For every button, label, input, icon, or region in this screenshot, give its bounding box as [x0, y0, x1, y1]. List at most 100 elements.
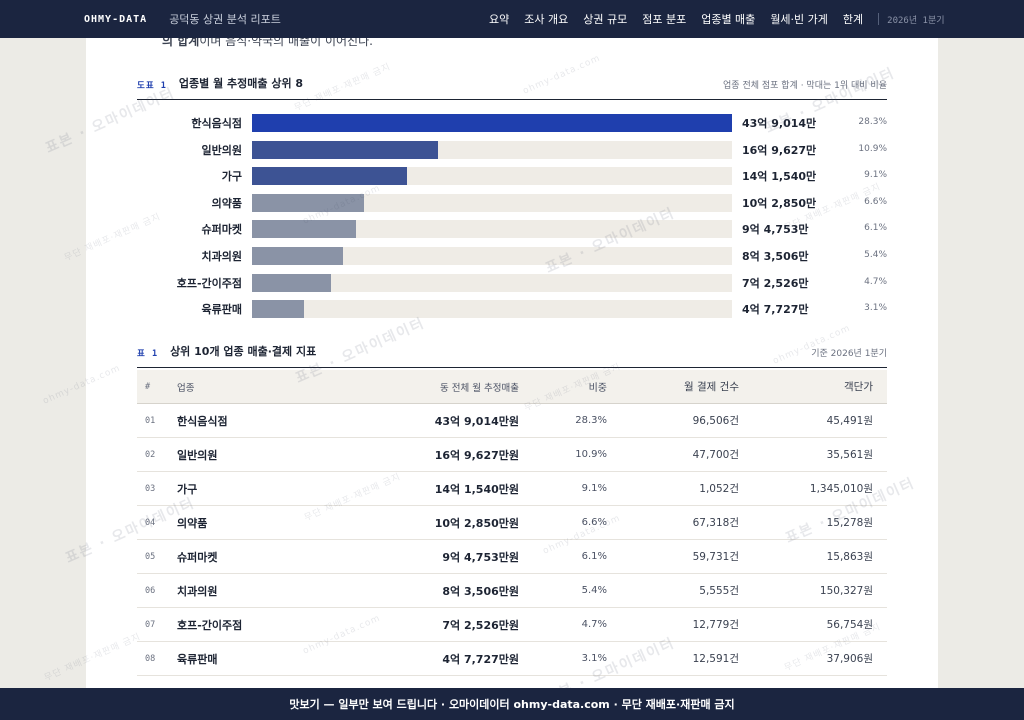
bar-fill: [252, 114, 732, 132]
row-rank: 08: [145, 653, 156, 664]
period-label: 2026년 1분기: [887, 15, 945, 26]
bar-label: 의약품: [211, 196, 242, 210]
bar-track: [252, 273, 732, 292]
bar-value: 43억 9,014만: [742, 117, 817, 130]
bar-label: 가구: [221, 170, 242, 184]
row-rank: 04: [145, 517, 156, 528]
bar-fill: [252, 220, 356, 239]
bar-value: 4억 7,727만: [742, 303, 809, 317]
bar-share: 6.1%: [864, 223, 887, 234]
row-count: 12,779건: [692, 619, 739, 631]
top-navigation-bar: OHMY-DATA 공덕동 상권 분석 리포트 요약 조사 개요 상권 규모 점…: [0, 0, 1024, 38]
bar-share: 9.1%: [864, 170, 887, 181]
row-count: 5,555건: [699, 585, 739, 597]
row-share: 5.4%: [581, 585, 607, 596]
bar-value: 7억 2,526만: [742, 276, 809, 290]
row-count: 96,506건: [692, 415, 739, 427]
bar-value: 8억 3,506만: [742, 250, 809, 263]
nav-divider: [878, 13, 880, 25]
row-share: 3.1%: [581, 653, 607, 664]
row-avg-price: 35,561원: [826, 449, 873, 461]
bar-row: 한식음식점 43억 9,014만 28.3%: [137, 114, 887, 132]
bar-share: 10.9%: [858, 143, 887, 154]
nav-item-survey-overview[interactable]: 조사 개요: [524, 13, 569, 26]
nav-item-market-size[interactable]: 상권 규모: [583, 13, 628, 26]
row-industry: 의약품: [177, 516, 208, 530]
table-row: 07 호프-간이주점 7억 2,526만원 4.7% 12,779건 56,754원: [137, 608, 887, 642]
row-industry: 한식음식점: [177, 414, 228, 428]
row-industry: 육류판매: [177, 652, 218, 666]
bar-track: [252, 140, 732, 159]
row-sales: 4억 7,727만원: [442, 652, 519, 666]
table-body: 01 한식음식점 43억 9,014만원 28.3% 96,506건 45,491원 02 일…: [137, 404, 887, 676]
row-sales: 9억 4,753만원: [442, 550, 519, 564]
row-avg-price: 37,906원: [826, 653, 873, 665]
row-sales: 16억 9,627만원: [434, 448, 519, 462]
nav-item-limitations[interactable]: 한계: [842, 13, 864, 26]
row-count: 12,591건: [692, 653, 739, 665]
table-row: 01 한식음식점 43억 9,014만원 28.3% 96,506건 45,491원: [137, 404, 887, 438]
row-sales: 10억 2,850만원: [434, 516, 519, 530]
row-count: 59,731건: [692, 551, 739, 563]
nav-item-summary[interactable]: 요약: [489, 13, 510, 26]
row-share: 28.3%: [575, 415, 607, 426]
bar-value: 9억 4,753만: [742, 223, 809, 237]
bar-label: 일반의원: [201, 143, 242, 157]
bar-track: [252, 167, 732, 186]
bar-label: 치과의원: [201, 250, 242, 263]
table-title: 상위 10개 업종 매출·결제 지표: [170, 345, 317, 358]
table-tag: 표 1: [137, 349, 159, 359]
table-column-headers: # 업종 동 전체 월 추정매출 비중 월 결제 건수 객단가: [137, 370, 887, 404]
table-row: 02 일반의원 16억 9,627만원 10.9% 47,700건 35,561원: [137, 438, 887, 472]
bar-row: 가구 14억 1,540만 9.1%: [137, 167, 887, 186]
row-avg-price: 1,345,010원: [809, 483, 873, 495]
bar-share: 28.3%: [858, 117, 887, 127]
sample-notice-text: 맛보기 — 일부만 보여 드립니다 · 오마이데이터 ohmy-data.com…: [289, 698, 735, 711]
row-sales: 7억 2,526만원: [442, 618, 519, 632]
bar-track: [252, 220, 732, 239]
row-industry: 호프-간이주점: [177, 618, 243, 632]
bar-row: 슈퍼마켓 9억 4,753만 6.1%: [137, 220, 887, 239]
row-rank: 07: [145, 619, 156, 630]
nav-item-store-distribution[interactable]: 점포 분포: [642, 13, 687, 26]
row-share: 10.9%: [575, 449, 607, 460]
bar-fill: [252, 247, 344, 265]
bar-share: 6.6%: [864, 196, 887, 207]
bar-value: 14억 1,540만: [742, 170, 817, 184]
figure-note: 업종 전체 점포 합계 · 막대는 1위 대비 비율: [723, 81, 887, 91]
row-count: 1,052건: [699, 483, 739, 495]
table-row: 06 치과의원 8억 3,506만원 5.4% 5,555건 150,327원: [137, 574, 887, 608]
bar-fill: [252, 140, 438, 159]
row-industry: 가구: [177, 482, 198, 496]
table-row: 04 의약품 10억 2,850만원 6.6% 67,318건 15,278원: [137, 506, 887, 540]
row-sales: 43억 9,014만원: [434, 414, 519, 428]
row-rank: 02: [145, 449, 156, 460]
nav-item-rent-vacancy[interactable]: 월세·빈 가게: [770, 13, 828, 26]
row-share: 9.1%: [581, 483, 607, 494]
row-industry: 치과의원: [177, 584, 218, 598]
table-row: 03 가구 14억 1,540만원 9.1% 1,052건 1,345,010원: [137, 472, 887, 506]
row-rank: 05: [145, 551, 156, 562]
bar-value: 16억 9,627만: [742, 143, 817, 157]
section-nav: 요약 조사 개요 상권 규모 점포 분포 업종별 매출 월세·빈 가게 한계 2…: [489, 0, 1024, 38]
row-sales: 8억 3,506만원: [442, 584, 519, 598]
row-industry: 일반의원: [177, 448, 218, 462]
report-title: 공덕동 상권 분석 리포트: [169, 13, 281, 26]
bar-fill: [252, 167, 407, 186]
row-rank: 06: [145, 585, 156, 596]
bar-share: 3.1%: [864, 303, 887, 314]
nav-item-sales-by-industry[interactable]: 업종별 매출: [701, 13, 756, 26]
figure-header: 도표 1 업종별 월 추정매출 상위 8 업종 전체 점포 합계 · 막대는 1…: [137, 76, 887, 100]
col-header-rank: #: [145, 381, 151, 392]
industry-table: # 업종 동 전체 월 추정매출 비중 월 결제 건수 객단가 01 한식음식점 4…: [137, 370, 887, 676]
row-rank: 03: [145, 483, 156, 494]
brand-logo[interactable]: OHMY-DATA: [84, 13, 148, 25]
table-note: 기준 2026년 1분기: [811, 349, 887, 359]
figure-tag: 도표 1: [137, 81, 167, 91]
bar-track: [252, 300, 732, 319]
col-header-industry: 업종: [177, 382, 195, 394]
bar-row: 치과의원 8억 3,506만 5.4%: [137, 247, 887, 265]
cut-off-text: 이며 음식·약국의 매출이 이어진다.: [199, 38, 373, 48]
row-industry: 슈퍼마켓: [177, 550, 218, 564]
bar-share: 5.4%: [864, 250, 887, 260]
